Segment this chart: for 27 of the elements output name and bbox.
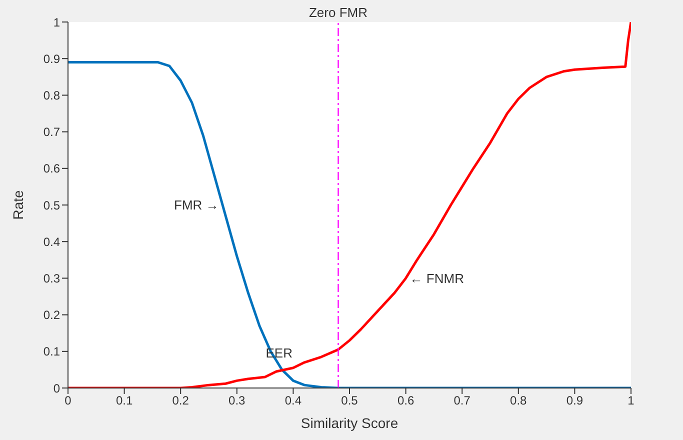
x-axis-title: Similarity Score: [300, 415, 398, 431]
ref-line-label: Zero FMR: [308, 5, 368, 20]
y-tick-label: 0.3: [43, 271, 60, 286]
y-axis-title: Rate: [10, 190, 26, 220]
x-tick-label: 0.3: [228, 394, 246, 408]
x-tick-label: 0.6: [397, 394, 414, 408]
x-tick-label: 0: [64, 394, 72, 408]
x-tick-label: 0.9: [566, 394, 584, 408]
y-tick-label: 0.6: [43, 162, 60, 176]
y-tick-label: 0.9: [43, 52, 60, 66]
annotation: FMR →: [174, 198, 219, 213]
y-tick-label: 0.1: [43, 344, 60, 359]
y-tick-label: 0.5: [43, 198, 60, 212]
x-tick-label: 0.2: [172, 394, 190, 408]
y-tick-label: 0.4: [43, 234, 60, 249]
y-tick-label: 0.2: [43, 308, 60, 322]
x-tick-label: 1: [628, 394, 635, 408]
y-tick-label: 0.8: [43, 88, 60, 102]
y-tick-label: 1: [53, 15, 60, 30]
x-tick-label: 0.1: [116, 394, 133, 408]
x-tick-label: 0.7: [454, 394, 471, 408]
y-tick-label: 0: [53, 381, 60, 396]
x-tick-label: 0.5: [341, 394, 358, 408]
annotation: ← FNMR: [410, 270, 464, 286]
x-tick-label: 0.4: [284, 394, 302, 408]
y-tick-label: 0.7: [43, 125, 60, 140]
x-tick-label: 0.8: [510, 394, 528, 408]
